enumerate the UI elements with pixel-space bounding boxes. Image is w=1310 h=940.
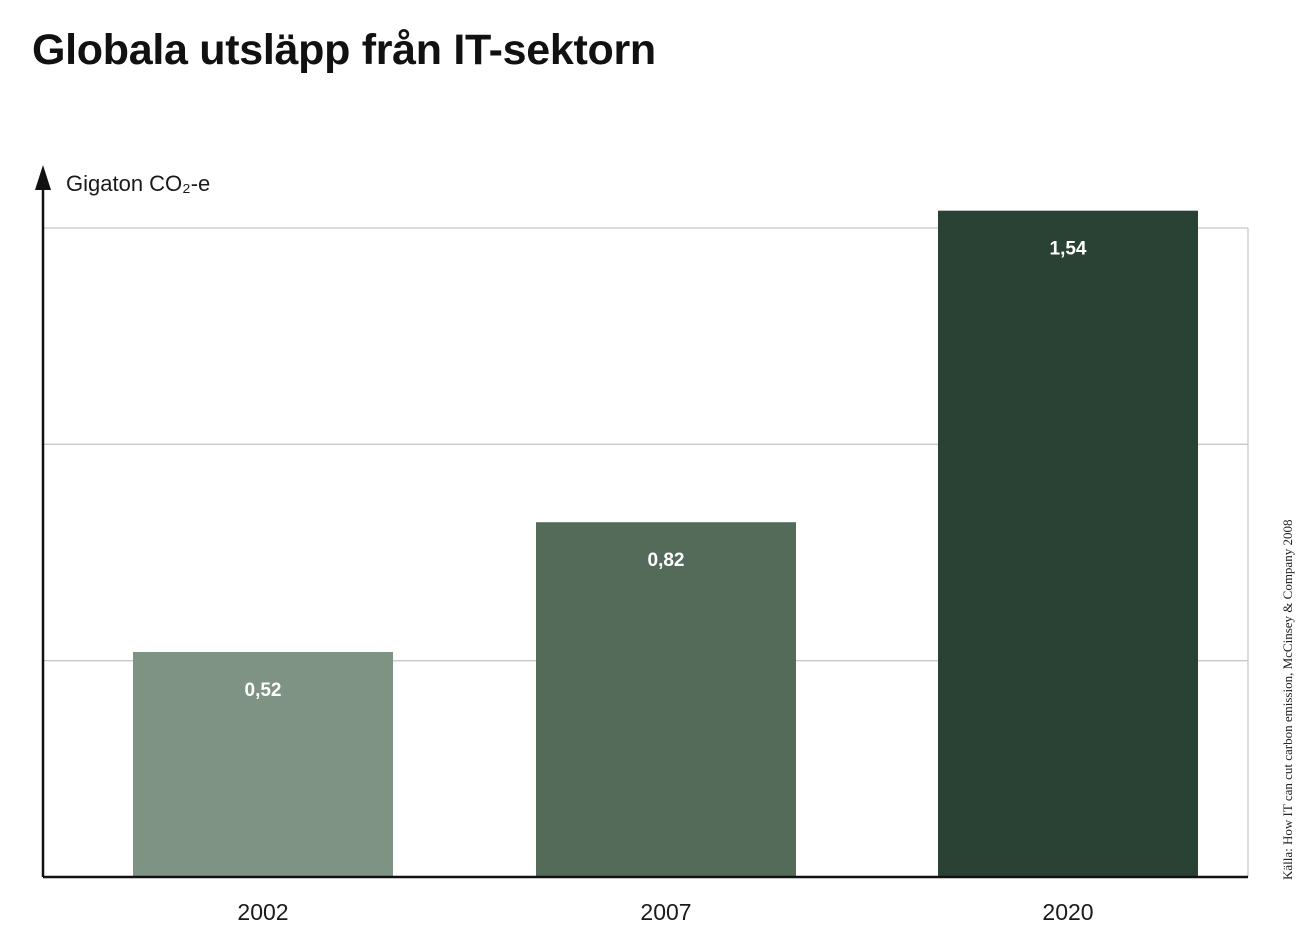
bar-2020 — [938, 210, 1198, 877]
y-axis-arrow-icon — [35, 165, 51, 190]
bar-value-label-2007: 0,82 — [648, 550, 685, 571]
bar-2002 — [133, 652, 393, 877]
x-tick-label-2020: 2020 — [1042, 899, 1093, 925]
bar-value-label-2002: 0,52 — [245, 680, 282, 701]
bar-2007 — [536, 522, 796, 877]
bar-value-label-2020: 1,54 — [1050, 239, 1087, 260]
x-tick-label-2007: 2007 — [640, 899, 691, 925]
chart-title: Globala utsläpp från IT-sektorn — [32, 26, 656, 74]
source-note: Källa: How IT can cut carbon emission, M… — [1280, 519, 1295, 880]
x-tick-label-2002: 2002 — [237, 899, 288, 925]
y-axis-label: Gigaton CO₂-e — [66, 171, 211, 196]
